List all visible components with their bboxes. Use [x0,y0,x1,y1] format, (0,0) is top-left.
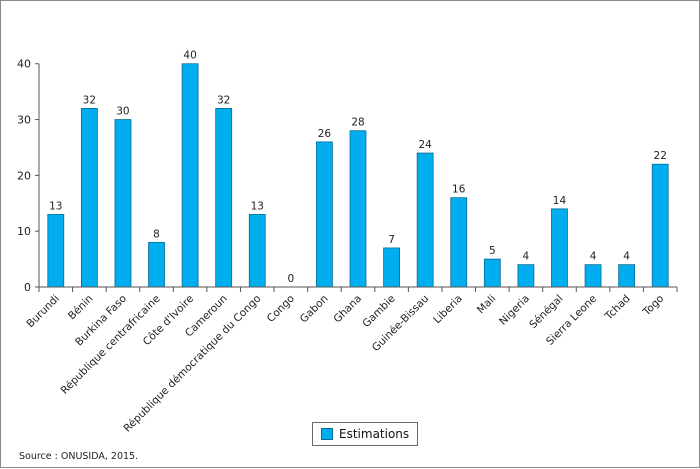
data-label: 16 [452,184,466,196]
bar [551,208,568,288]
bar [584,264,602,288]
y-axis: 0 10 20 30 40 [17,58,40,294]
source-note: Source : ONUSIDA, 2015. [19,451,139,462]
bar [651,163,669,288]
data-label: 4 [523,251,530,263]
data-label: 40 [183,50,196,62]
x-category-label: Togo [640,293,666,319]
y-tick-label: 10 [17,225,31,238]
data-label: 4 [590,251,597,263]
data-labels-group: 13 32 30 8 40 32 13 0 26 28 7 24 16 5 4 14 4 4 22 [49,50,667,285]
bar [483,258,501,288]
x-category-label: Congo [265,293,297,325]
data-label: 28 [351,117,364,129]
data-label: 13 [251,200,264,212]
bar [416,152,434,288]
data-label: 14 [553,195,567,207]
y-tick-label: 20 [17,169,31,182]
y-tick-label: 40 [17,58,31,71]
x-category-label: Gabon [298,293,331,326]
bar [383,247,400,288]
data-label: 26 [318,128,332,140]
data-label: 13 [49,200,62,212]
data-label: 4 [623,251,630,263]
legend-label: Estimations [339,427,410,441]
bar [215,107,233,288]
data-label: 30 [116,106,129,118]
bar [618,264,636,288]
x-category-label: Ghana [331,293,364,326]
data-label: 24 [418,139,432,151]
legend: Estimations [312,422,419,446]
bar [114,119,132,288]
bar [80,107,98,288]
bar [47,214,65,288]
bar [181,63,199,288]
x-category-label: Burundi [24,293,62,331]
data-label: 7 [388,234,395,246]
bar [349,130,367,288]
bars-group [47,63,669,288]
y-tick-label: 30 [17,114,31,127]
data-label: 22 [654,150,667,162]
x-category-label: Tchad [602,293,633,324]
data-label: 32 [83,94,96,106]
bar [148,241,165,288]
x-category-label: Bénin [66,293,96,323]
bar [450,197,468,288]
data-label: 8 [153,228,160,240]
data-label: 5 [489,245,496,257]
x-category-label: Mali [475,293,499,317]
y-tick-label: 0 [24,281,31,294]
bar [316,141,333,288]
data-label: 0 [287,273,294,285]
legend-swatch [321,428,333,440]
bar [517,264,535,288]
x-category-label: Liberia [431,293,465,327]
bar [248,214,266,288]
data-label: 32 [217,94,230,106]
